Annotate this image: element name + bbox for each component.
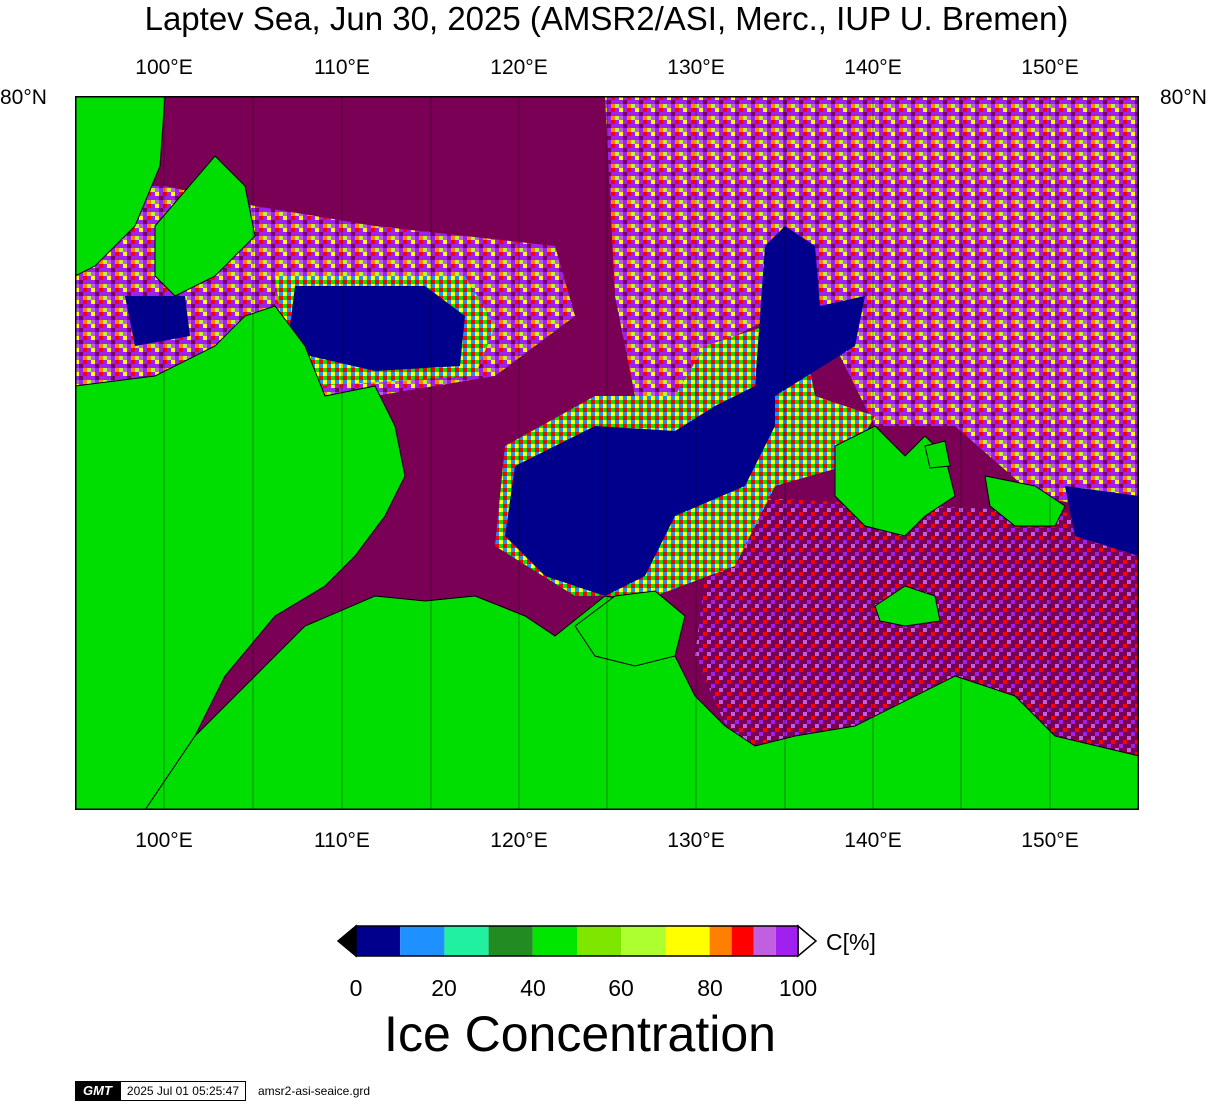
lon-label-bottom-140: 140°E [844,829,902,852]
map-frame [75,96,1139,810]
land-kotelny-island [834,425,956,537]
lon-label-top-110: 110°E [314,56,370,79]
land-island-bolshevik [154,155,256,297]
open-water-polynya-main [505,226,865,596]
lon-label-bottom-110: 110°E [314,829,370,852]
colorbar-cell-30-40 [488,926,533,956]
lon-label-top-150: 150°E [1021,56,1079,79]
land-severnaya-zemlya [75,96,166,277]
land-new-siberia-island [984,475,1066,527]
colorbar-title: Ice Concentration [384,1006,776,1062]
land-lena-delta [574,590,686,667]
colorbar-cell-95-100 [775,926,798,956]
open-water-polynya-center-west [290,286,465,371]
ice-concentration-map [75,96,1139,810]
gmt-logo: GMT [75,1081,120,1101]
lat-label-left: 80°N [0,86,47,109]
colorbar-cell-60-70 [621,926,666,956]
colorbar-unit: C[%] [826,929,876,955]
colorbar-cell-0-10 [356,926,401,956]
lon-label-bottom-100: 100°E [135,829,193,852]
colorbar [336,924,818,958]
colorbar-cell-80-85 [709,926,732,956]
colorbar-tick-20: 20 [431,975,457,1001]
lat-label-right: 80°N [1160,86,1207,109]
colorbar-cell-85-90 [731,926,754,956]
colorbar-tick-60: 60 [608,975,634,1001]
colorbar-under-triangle [336,924,357,958]
colorbar-cell-40-50 [532,926,577,956]
colorbar-over-triangle [797,924,818,958]
colorbar-cell-70-80 [665,926,710,956]
lon-label-bottom-150: 150°E [1021,829,1079,852]
graticule [163,96,1051,810]
land-siberian-mainland [144,595,1139,810]
lon-label-top-100: 100°E [135,56,193,79]
marginal-ice-zone-southeast [695,496,1139,756]
land-small-island [924,440,951,469]
colorbar-tick-40: 40 [520,975,546,1001]
open-water-polynya-west [125,296,190,346]
grid-file-name: amsr2-asi-seaice.grd [258,1084,371,1098]
lon-label-top-130: 130°E [667,56,725,79]
lon-label-top-120: 120°E [490,56,548,79]
colorbar-tick-80: 80 [697,975,723,1001]
lon-label-top-140: 140°E [844,56,902,79]
map-title: Laptev Sea, Jun 30, 2025 (AMSR2/ASI, Mer… [144,0,1069,37]
marginal-ice-zone-east [605,96,1139,516]
colorbar-cell-50-60 [577,926,622,956]
lon-label-bottom-130: 130°E [667,829,725,852]
gmt-footer: GMT 2025 Jul 01 05:25:47 amsr2-asi-seaic… [75,1080,370,1102]
colorbar-cell-20-30 [444,926,489,956]
colorbar-cell-90-95 [753,926,776,956]
colorbar-tick-100: 100 [778,975,818,1001]
colorbar-tick-0: 0 [349,975,363,1001]
colorbar-cell-10-20 [400,926,445,956]
open-water-polynya-east [1065,486,1139,556]
timestamp: 2025 Jul 01 05:25:47 [119,1081,246,1101]
lon-label-bottom-120: 120°E [490,829,548,852]
land-bolshoy-lyakhovsky [874,585,941,627]
